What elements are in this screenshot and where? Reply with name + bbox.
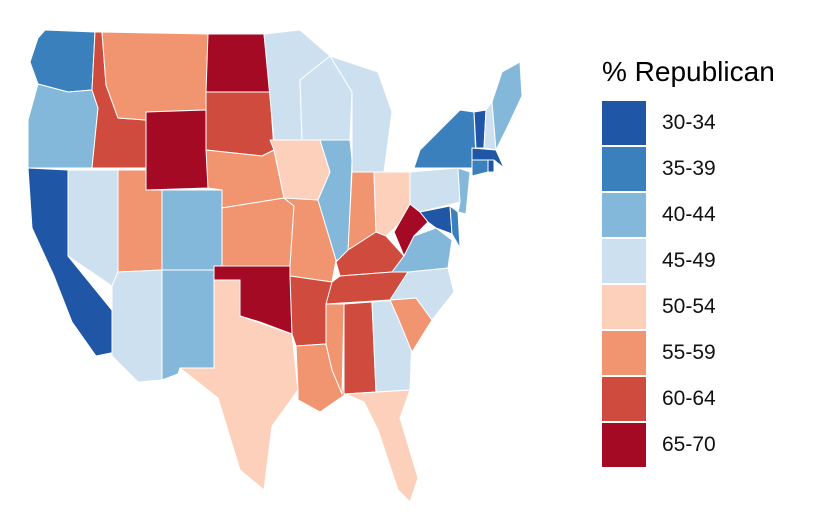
legend-label: 40-44: [662, 203, 716, 226]
legend-swatch: [602, 377, 646, 421]
state-ks: [221, 197, 295, 267]
state-wy: [145, 109, 209, 191]
legend-label: 45-49: [662, 249, 716, 272]
state-ct: [471, 159, 489, 177]
state-de: [449, 205, 461, 249]
legend-label: 65-70: [662, 433, 716, 456]
state-tx: [179, 279, 299, 491]
legend-label: 55-59: [662, 341, 716, 364]
legend-swatch: [602, 101, 646, 145]
state-ri: [487, 159, 495, 173]
state-ms: [325, 303, 345, 395]
legend-item: 45-49: [602, 238, 802, 284]
legend-item: 30-34: [602, 100, 802, 146]
state-me: [491, 61, 523, 151]
state-or: [27, 83, 99, 169]
legend-label: 60-64: [662, 387, 716, 410]
state-fl: [345, 389, 419, 503]
legend-item: 60-64: [602, 376, 802, 422]
state-va: [391, 227, 453, 273]
legend-title: % Republican: [602, 56, 775, 87]
state-pa: [409, 167, 461, 213]
state-nm: [161, 269, 215, 381]
legend-label: 35-39: [662, 157, 716, 180]
legend-item: 50-54: [602, 284, 802, 330]
legend-item: 40-44: [602, 192, 802, 238]
legend-swatch: [602, 193, 646, 237]
legend-swatch: [602, 239, 646, 283]
legend-label: 50-54: [662, 295, 716, 318]
state-nj: [457, 167, 471, 215]
legend-swatch: [602, 423, 646, 467]
state-al: [343, 301, 377, 395]
state-md: [419, 205, 453, 235]
legend-label: 30-34: [662, 111, 716, 134]
state-az: [111, 269, 163, 383]
us-choropleth-map: [27, 29, 523, 503]
state-wa: [29, 29, 96, 93]
legend-item: 65-70: [602, 422, 802, 468]
state-mt: [101, 31, 209, 121]
legend-items: 30-34 35-39 40-44 45-49 50-54 55-59 60-6…: [602, 100, 802, 468]
legend-item: 35-39: [602, 146, 802, 192]
legend-item: 55-59: [602, 330, 802, 376]
state-co: [161, 189, 223, 271]
state-ny: [413, 109, 477, 169]
legend-swatch: [602, 331, 646, 375]
legend: % Republican 30-34 35-39 40-44 45-49 50-…: [602, 56, 802, 468]
legend-swatch: [602, 147, 646, 191]
state-sd: [205, 91, 275, 157]
state-nd: [205, 33, 271, 93]
legend-swatch: [602, 285, 646, 329]
